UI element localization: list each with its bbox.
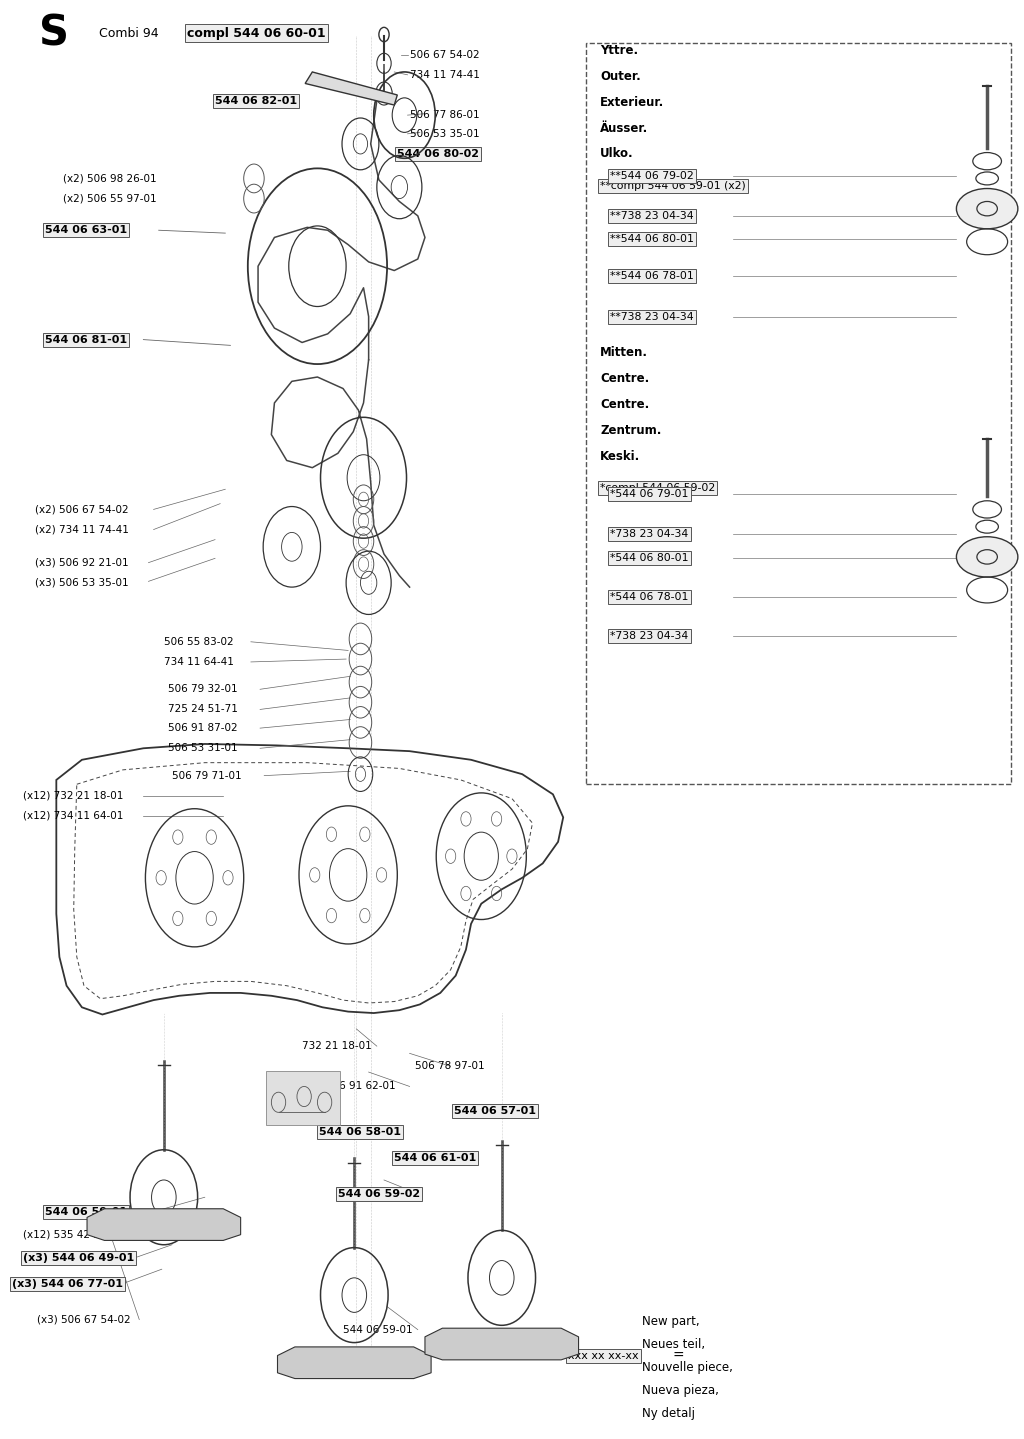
Polygon shape (305, 72, 397, 105)
Text: S: S (39, 12, 69, 55)
Text: 734 11 74-41: 734 11 74-41 (410, 71, 479, 79)
Text: New part,: New part, (642, 1314, 699, 1328)
Text: 725 24 51-71: 725 24 51-71 (168, 705, 238, 714)
Text: *544 06 79-01: *544 06 79-01 (610, 489, 689, 498)
Text: Nouvelle piece,: Nouvelle piece, (642, 1360, 733, 1374)
Text: 506 55 83-02: 506 55 83-02 (164, 637, 233, 646)
Text: (x3) 506 92 21-01: (x3) 506 92 21-01 (35, 558, 128, 567)
Text: 732 21 18-01: 732 21 18-01 (302, 1042, 372, 1050)
Text: (x3) 544 06 77-01: (x3) 544 06 77-01 (12, 1279, 123, 1288)
Text: *738 23 04-34: *738 23 04-34 (610, 530, 688, 538)
Text: 544 06 63-01: 544 06 63-01 (45, 226, 127, 235)
Text: (x3) 544 06 49-01: (x3) 544 06 49-01 (23, 1253, 134, 1262)
Text: **544 06 78-01: **544 06 78-01 (610, 272, 694, 281)
Text: (x12) 734 11 64-01: (x12) 734 11 64-01 (23, 812, 123, 820)
Text: (x3) 506 53 35-01: (x3) 506 53 35-01 (35, 578, 128, 587)
Polygon shape (87, 1209, 241, 1240)
Text: xxx xx xx-xx: xxx xx xx-xx (568, 1351, 639, 1360)
Text: Zentrum.: Zentrum. (600, 423, 662, 437)
Text: 506 91 62-01: 506 91 62-01 (326, 1082, 395, 1091)
Text: =: = (673, 1348, 684, 1363)
Text: 506 78 97-01: 506 78 97-01 (415, 1062, 484, 1071)
Ellipse shape (956, 537, 1018, 577)
Text: 544 06 61-01: 544 06 61-01 (394, 1154, 476, 1163)
Text: Centre.: Centre. (600, 371, 649, 386)
FancyBboxPatch shape (266, 1071, 340, 1125)
Text: (x12) 535 42 38-01: (x12) 535 42 38-01 (23, 1230, 123, 1239)
Text: Keski.: Keski. (600, 449, 640, 463)
Text: 506 53 31-01: 506 53 31-01 (168, 744, 238, 753)
Text: Ny detalj: Ny detalj (642, 1406, 695, 1420)
Text: Exterieur.: Exterieur. (600, 95, 665, 109)
Text: 544 06 59-01: 544 06 59-01 (45, 1207, 127, 1216)
Text: **738 23 04-34: **738 23 04-34 (610, 212, 694, 220)
Text: **544 06 79-02: **544 06 79-02 (610, 171, 694, 180)
Text: *544 06 78-01: *544 06 78-01 (610, 593, 689, 602)
Text: compl 544 06 60-01: compl 544 06 60-01 (187, 26, 326, 40)
Text: 544 06 81-01: 544 06 81-01 (45, 335, 127, 344)
Text: **compl 544 06 59-01 (x2): **compl 544 06 59-01 (x2) (600, 181, 745, 190)
Text: *738 23 04-34: *738 23 04-34 (610, 632, 688, 640)
Text: *544 06 80-01: *544 06 80-01 (610, 554, 689, 563)
Text: 544 06 59-01: 544 06 59-01 (343, 1325, 413, 1334)
Text: (x12) 732 21 18-01: (x12) 732 21 18-01 (23, 791, 123, 800)
Text: 506 53 35-01: 506 53 35-01 (410, 130, 479, 138)
Text: Nueva pieza,: Nueva pieza, (642, 1383, 719, 1397)
Polygon shape (278, 1347, 431, 1379)
Text: (x2) 506 67 54-02: (x2) 506 67 54-02 (35, 505, 128, 514)
Text: 734 11 64-41: 734 11 64-41 (164, 658, 233, 666)
Text: (x2) 506 55 97-01: (x2) 506 55 97-01 (63, 194, 157, 203)
Text: (x2) 506 98 26-01: (x2) 506 98 26-01 (63, 174, 157, 183)
Text: Outer.: Outer. (600, 69, 641, 83)
Ellipse shape (956, 189, 1018, 229)
Text: Yttre.: Yttre. (600, 43, 638, 58)
Text: *compl 544 06 59-02: *compl 544 06 59-02 (600, 484, 716, 492)
Text: **738 23 04-34: **738 23 04-34 (610, 312, 694, 321)
Text: Mitten.: Mitten. (600, 345, 648, 360)
Text: Ulko.: Ulko. (600, 147, 634, 161)
Text: Centre.: Centre. (600, 397, 649, 412)
Text: 506 77 86-01: 506 77 86-01 (410, 111, 479, 119)
Text: 544 06 59-02: 544 06 59-02 (338, 1190, 420, 1199)
Text: Neues teil,: Neues teil, (642, 1337, 706, 1351)
Text: (x3) 506 67 54-02: (x3) 506 67 54-02 (37, 1315, 130, 1324)
Text: Combi 94: Combi 94 (99, 26, 159, 40)
Text: 506 79 32-01: 506 79 32-01 (168, 685, 238, 694)
Text: 506 67 54-02: 506 67 54-02 (410, 50, 479, 59)
Text: 544 06 57-01: 544 06 57-01 (454, 1107, 536, 1115)
Text: 544 06 80-02: 544 06 80-02 (397, 150, 479, 158)
Text: **544 06 80-01: **544 06 80-01 (610, 235, 694, 243)
Text: 544 06 58-01: 544 06 58-01 (319, 1128, 401, 1137)
Text: 544 06 82-01: 544 06 82-01 (215, 96, 297, 105)
Text: 506 79 71-01: 506 79 71-01 (172, 771, 242, 780)
Text: (x2) 734 11 74-41: (x2) 734 11 74-41 (35, 525, 129, 534)
Text: Äusser.: Äusser. (600, 121, 648, 135)
Text: 506 91 87-02: 506 91 87-02 (168, 724, 238, 732)
Polygon shape (425, 1328, 579, 1360)
